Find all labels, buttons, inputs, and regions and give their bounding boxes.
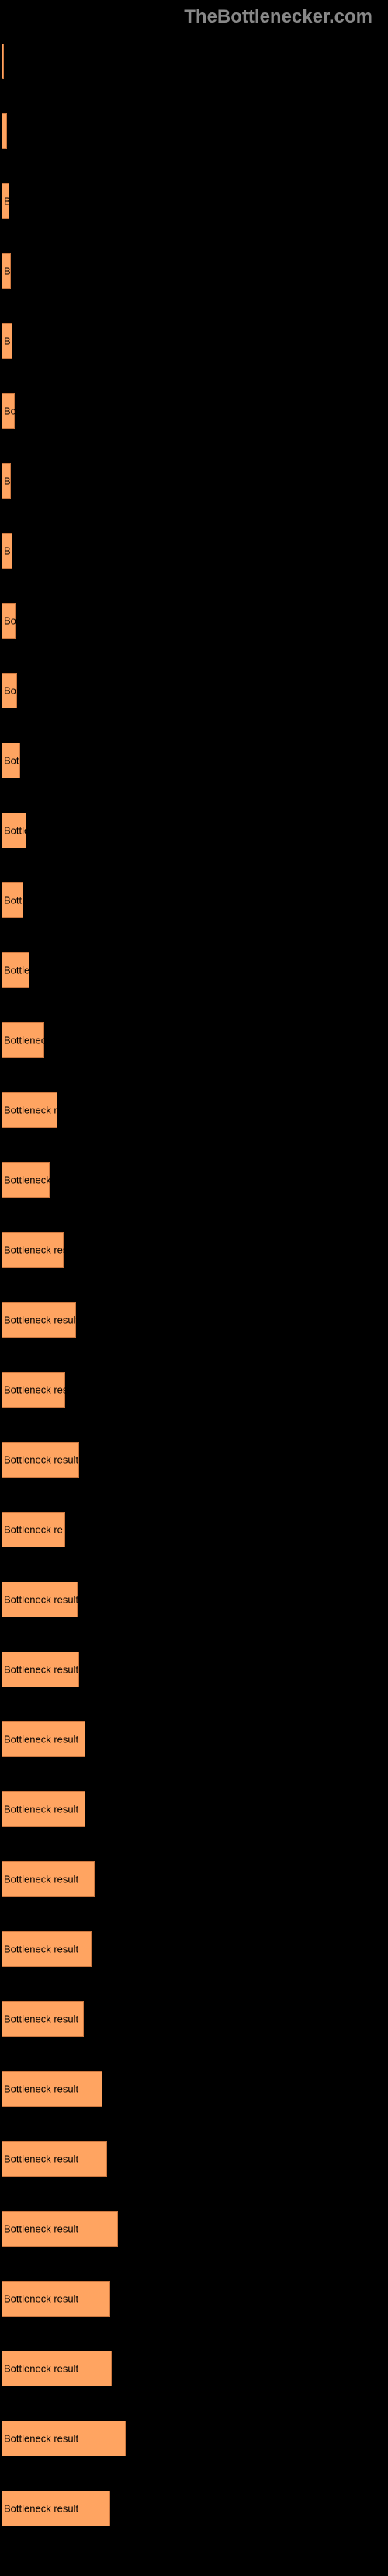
bar-row: Bottleneck result — [2, 1861, 388, 1897]
bar-label: Bottleneck — [4, 1175, 51, 1186]
bar-row: Bottleneck re — [2, 1092, 388, 1128]
bar-row: B — [2, 533, 388, 569]
bar-row: Bottlenec — [2, 1022, 388, 1058]
bar-label: Bot — [4, 755, 19, 767]
bar-row: Bottleneck result — [2, 2281, 388, 2317]
bar-label: Bottleneck result — [4, 1594, 78, 1606]
bar-row: Bottleneck result — [2, 1302, 388, 1338]
bar-row — [2, 113, 388, 149]
bar-label: Bottleneck result — [4, 1664, 78, 1676]
bar-label: Bottle — [4, 825, 29, 837]
bar — [2, 44, 4, 79]
bar-row: B — [2, 463, 388, 499]
bar-label: Bottle — [4, 965, 29, 976]
bar-row: Bottl — [2, 882, 388, 918]
site-logo: TheBottlenecker.com — [0, 0, 388, 28]
bar-row: Bottle — [2, 952, 388, 988]
bar-label: B — [4, 266, 11, 277]
bar-label: Bottleneck result — [4, 1454, 78, 1466]
bar-label: Bottleneck resu — [4, 1244, 74, 1256]
bar-label: Bottleneck result — [4, 2503, 78, 2515]
bar-label: Bo — [4, 406, 16, 417]
bar-row: B — [2, 253, 388, 289]
bar-label: Bottl — [4, 895, 24, 907]
bar-row: Bottleneck result — [2, 1791, 388, 1827]
bar-row: Bo — [2, 673, 388, 708]
bar-label: B — [4, 475, 11, 487]
bar-label: Bottleneck result — [4, 2014, 78, 2025]
bar-label: Bottleneck resu — [4, 1384, 74, 1396]
bar-row: Bo — [2, 393, 388, 429]
bar-row: Bottleneck resu — [2, 1372, 388, 1408]
bar-label: Bottleneck re — [4, 1524, 63, 1536]
bar-label: Bottleneck result — [4, 1944, 78, 1955]
bar-label: B — [4, 336, 11, 347]
bar-label: Bottleneck result — [4, 2363, 78, 2375]
bar — [2, 113, 7, 149]
bar-row: Bottleneck result — [2, 1582, 388, 1617]
bar-row: Bottleneck result — [2, 2001, 388, 2037]
bar-row: B — [2, 183, 388, 219]
bar-row: Bottleneck result — [2, 1442, 388, 1478]
bar-row: Bottleneck resu — [2, 1232, 388, 1268]
bar-row: Bottle — [2, 813, 388, 848]
bar-row: B — [2, 323, 388, 359]
bar-label: B — [4, 196, 11, 207]
bar-label: B — [4, 545, 11, 557]
bar-row: Bo — [2, 603, 388, 639]
bar-row: Bottleneck re — [2, 1512, 388, 1547]
bar-label: Bo — [4, 615, 16, 627]
bar-row: Bottleneck result — [2, 2351, 388, 2386]
bar-row: Bottleneck result — [2, 1721, 388, 1757]
bar-label: Bottleneck result — [4, 1314, 78, 1326]
bar-label: Bottleneck result — [4, 2153, 78, 2165]
bar-label: Bottleneck result — [4, 2223, 78, 2235]
bar-row: Bottleneck result — [2, 2491, 388, 2526]
bar-label: Bottleneck re — [4, 1105, 63, 1116]
bar-row: Bottleneck result — [2, 2141, 388, 2177]
bar-label: Bottleneck result — [4, 1734, 78, 1746]
bar-row — [2, 44, 388, 79]
bar-label: Bo — [4, 685, 16, 697]
bar-label: Bottleneck result — [4, 1804, 78, 1815]
bar-label: Bottleneck result — [4, 2293, 78, 2305]
bar-label: Bottleneck result — [4, 1874, 78, 1885]
bar-label: Bottleneck result — [4, 2433, 78, 2445]
bar-row: Bottleneck result — [2, 2211, 388, 2247]
bar-row: Bottleneck result — [2, 1931, 388, 1967]
bar-row: Bottleneck — [2, 1162, 388, 1198]
bar-label: Bottlenec — [4, 1035, 46, 1046]
bar-row: Bottleneck result — [2, 2421, 388, 2456]
bottleneck-bar-chart: B B B Bo B B Bo Bo Bot Bottle Bottl Bottle Bottlenec… — [0, 28, 388, 2576]
bar-row: Bot — [2, 743, 388, 778]
bar-label: Bottleneck result — [4, 2083, 78, 2095]
bar-row: Bottleneck result — [2, 2071, 388, 2107]
bar-row: Bottleneck result — [2, 1652, 388, 1687]
